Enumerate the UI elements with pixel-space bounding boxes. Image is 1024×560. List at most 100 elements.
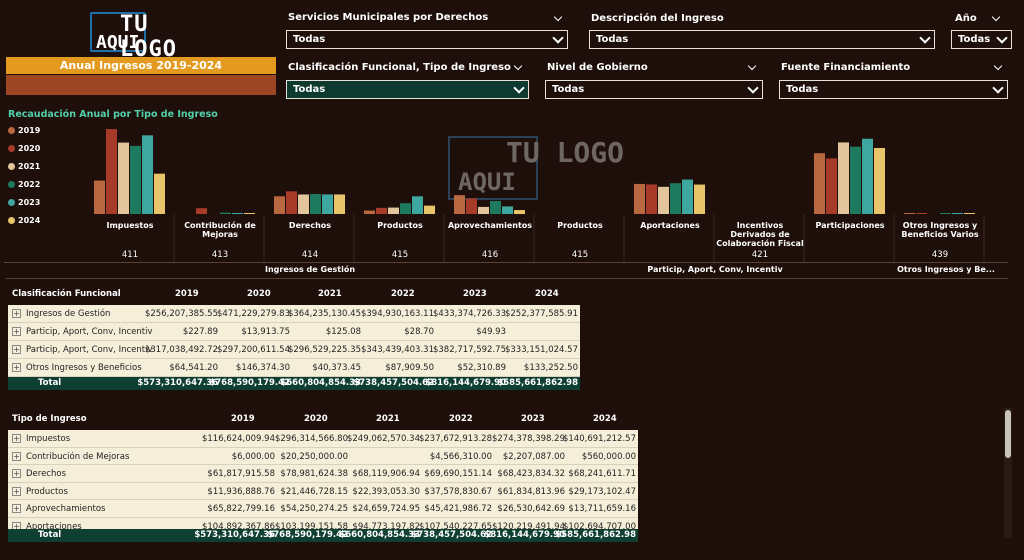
table-row[interactable]: + Aprovechamientos $65,822,799.16 $54,250,2…	[8, 500, 638, 518]
bar-2023[interactable]	[412, 196, 423, 214]
expand-icon[interactable]: +	[12, 363, 21, 372]
year-column-header[interactable]: 2020	[304, 414, 328, 424]
table-cell: $133,252.50	[523, 363, 578, 373]
table-row[interactable]: + Ingresos de Gestión $256,207,385.55 $471,…	[8, 305, 580, 323]
slicer-fuente-dropdown[interactable]: Todas	[779, 80, 1008, 99]
bar-2024[interactable]	[694, 184, 705, 214]
table-cell: $49.93	[476, 327, 506, 337]
bar-2024[interactable]	[154, 173, 165, 214]
table2-scrollbar[interactable]	[1004, 408, 1012, 538]
bar-2023[interactable]	[232, 213, 243, 214]
bar-2022[interactable]	[490, 200, 501, 214]
bar-2022[interactable]	[310, 194, 321, 214]
bar-2022[interactable]	[670, 183, 681, 214]
bar-2024[interactable]	[244, 213, 255, 214]
bar-2024[interactable]	[874, 147, 885, 214]
table-row[interactable]: + Productos $11,936,888.76 $21,446,728.15 $2…	[8, 483, 638, 500]
bar-2023[interactable]	[502, 206, 513, 214]
legend-item-2021[interactable]: 2021	[8, 162, 40, 171]
expand-icon[interactable]: +	[12, 504, 21, 513]
bar-2019[interactable]	[94, 180, 105, 214]
bar-2022[interactable]	[220, 212, 231, 214]
year-column-header[interactable]: 2020	[247, 289, 271, 299]
bar-2023[interactable]	[862, 138, 873, 214]
slicer-clasificacion-dropdown[interactable]: Todas	[286, 80, 529, 99]
year-column-header[interactable]: 2021	[318, 289, 342, 299]
bar-2019[interactable]	[814, 153, 825, 214]
legend-item-2022[interactable]: 2022	[8, 180, 40, 189]
bar-2024[interactable]	[334, 194, 345, 214]
year-column-header[interactable]: 2024	[593, 414, 617, 424]
year-column-header[interactable]: 2022	[449, 414, 473, 424]
year-column-header[interactable]: 2021	[376, 414, 400, 424]
table-cell: $61,834,813.96	[497, 486, 565, 497]
bar-2021[interactable]	[658, 186, 669, 214]
bar-2023[interactable]	[322, 194, 333, 214]
year-column-header[interactable]: 2019	[231, 414, 255, 424]
total-row: Total $573,310,647.36 $768,590,179.42 $660,…	[8, 377, 580, 390]
bar-2021[interactable]	[478, 206, 489, 214]
bar-2019[interactable]	[274, 196, 285, 214]
expand-icon[interactable]: +	[12, 345, 21, 354]
year-column-header[interactable]: 2022	[391, 289, 415, 299]
bar-2020[interactable]	[826, 158, 837, 214]
legend-item-2019[interactable]: 2019	[8, 126, 40, 135]
table-row[interactable]: + Impuestos $116,624,009.94 $296,314,566.80…	[8, 430, 638, 448]
year-column-header[interactable]: 2019	[175, 289, 199, 299]
expand-icon[interactable]: +	[12, 327, 21, 336]
slicer-servicios-dropdown[interactable]: Todas	[286, 30, 568, 49]
bar-2023[interactable]	[142, 135, 153, 214]
year-column-header[interactable]: 2023	[463, 289, 487, 299]
bar-2020[interactable]	[286, 191, 297, 214]
bar-2024[interactable]	[964, 213, 975, 214]
bar-2022[interactable]	[400, 203, 411, 214]
expand-icon[interactable]: +	[12, 309, 21, 318]
bar-2022[interactable]	[850, 146, 861, 214]
bar-2021[interactable]	[118, 142, 129, 214]
table-cell: $382,717,592.75	[432, 345, 506, 355]
slicer-clasificacion-title: Clasificación Funcional, Tipo de Ingreso	[288, 62, 511, 73]
expand-icon[interactable]: +	[12, 434, 21, 443]
bar-2023[interactable]	[682, 179, 693, 214]
bar-2023[interactable]	[952, 213, 963, 214]
legend-item-2020[interactable]: 2020	[8, 144, 40, 153]
bar-2020[interactable]	[376, 207, 387, 214]
bar-2020[interactable]	[106, 129, 117, 214]
table-row[interactable]: + Otros Ingresos y Beneficios $64,541.20 $1…	[8, 359, 580, 377]
bar-2022[interactable]	[940, 213, 951, 214]
bar-2020[interactable]	[916, 213, 927, 214]
bar-2020[interactable]	[466, 198, 477, 214]
table-row[interactable]: + Particip, Aport, Conv, Incentiv $317,038…	[8, 341, 580, 359]
bar-2019[interactable]	[364, 210, 375, 214]
legend-item-2024[interactable]: 2024	[8, 216, 40, 225]
table-row[interactable]: + Particip, Aport, Conv, Incentiv $227.89 $…	[8, 323, 580, 341]
table2-scroll-thumb[interactable]	[1005, 410, 1011, 458]
expand-icon[interactable]: +	[12, 451, 21, 461]
bar-2021[interactable]	[388, 207, 399, 214]
table-row[interactable]: + Derechos $61,817,915.58 $78,981,624.38 $68…	[8, 465, 638, 483]
bar-2022[interactable]	[130, 145, 141, 214]
bar-2020[interactable]	[646, 184, 657, 214]
slicer-clasificacion-value: Todas	[293, 84, 326, 95]
year-column-header[interactable]: 2024	[535, 289, 559, 299]
bar-2020[interactable]	[196, 208, 207, 214]
bar-chart	[94, 129, 985, 262]
bar-2021[interactable]	[838, 142, 849, 214]
year-column-header[interactable]: 2023	[521, 414, 545, 424]
expand-icon[interactable]: +	[12, 486, 21, 496]
bar-2024[interactable]	[514, 210, 525, 214]
slicer-nivel-dropdown[interactable]: Todas	[545, 80, 763, 99]
table-cell: $433,374,726.33	[432, 309, 506, 319]
bar-2019[interactable]	[634, 183, 645, 214]
slicer-descripcion-dropdown[interactable]: Todas	[589, 30, 935, 49]
expand-icon[interactable]: +	[12, 469, 21, 478]
table-row[interactable]: + Contribución de Mejoras $6,000.00 $20,250…	[8, 448, 638, 465]
legend-item-2023[interactable]: 2023	[8, 198, 40, 207]
slicer-anio-value: Todas	[958, 34, 991, 45]
bar-2021[interactable]	[298, 194, 309, 214]
slicer-anio-dropdown[interactable]: Todas	[951, 30, 1012, 49]
bar-2019[interactable]	[454, 195, 465, 214]
total-row: Total $573,310,647.36 $768,590,179.42 $660,…	[8, 529, 638, 542]
bar-2024[interactable]	[424, 205, 435, 214]
bar-2019[interactable]	[904, 213, 915, 214]
